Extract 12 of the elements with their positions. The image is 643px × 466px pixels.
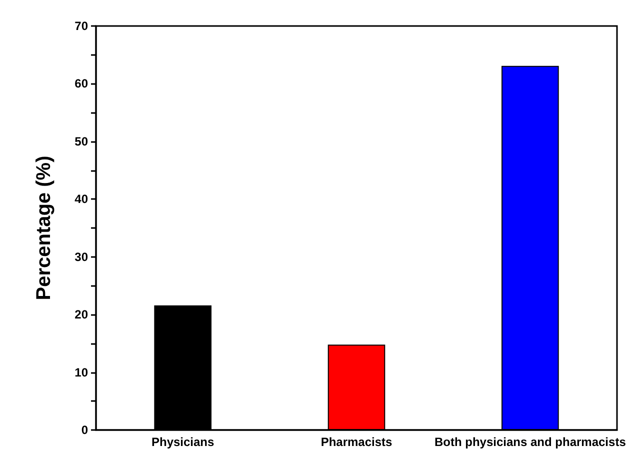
y-tick-label: 0 (81, 423, 88, 437)
y-tick-label: 20 (74, 308, 88, 322)
y-tick-label: 50 (74, 134, 88, 148)
y-axis-title: Percentage (%) (33, 156, 55, 300)
x-tick-label: Pharmacists (320, 435, 393, 449)
x-tick-label: Physicians (151, 435, 215, 449)
x-tick-label: Both physicians and pharmacists (434, 435, 626, 449)
y-tick-label: 30 (74, 250, 88, 264)
y-tick-label: 40 (74, 192, 88, 206)
y-tick-label: 70 (74, 19, 88, 33)
y-tick-label: 60 (74, 76, 88, 91)
y-tick-label: 10 (74, 365, 88, 380)
